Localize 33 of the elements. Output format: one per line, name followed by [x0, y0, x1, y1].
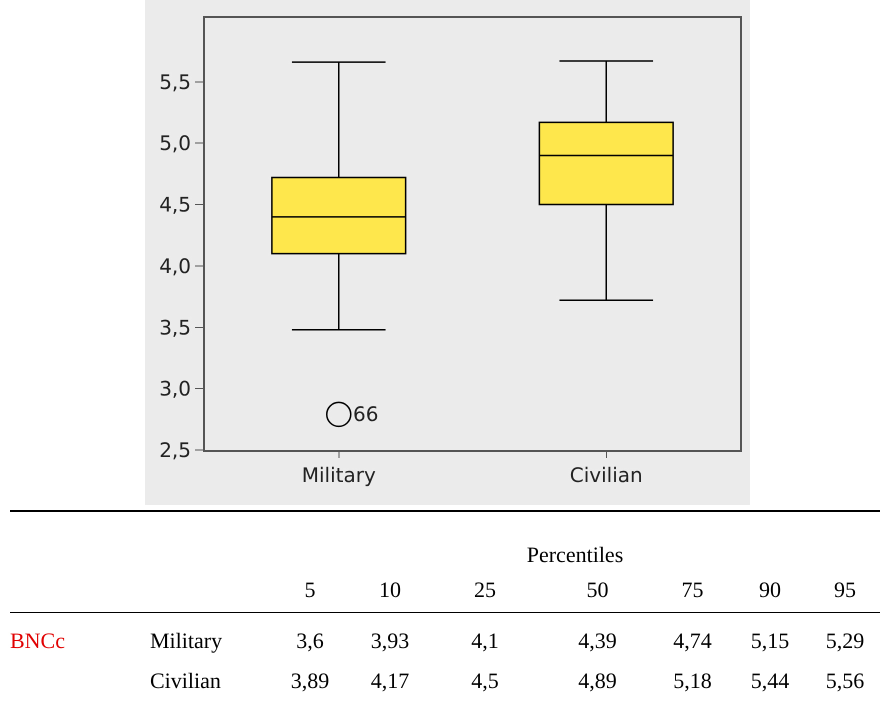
text: Percentiles	[270, 511, 880, 568]
text: 10	[350, 568, 430, 612]
text: 50	[540, 568, 655, 612]
text: 5,44	[730, 661, 810, 701]
text: 5,29	[824, 627, 866, 655]
y-tick-label: 4,0	[159, 254, 191, 278]
y-tick-label: 3,0	[159, 376, 191, 401]
y-tick-label: 4,5	[159, 192, 191, 217]
text: 3,6	[295, 627, 325, 655]
text: 3,89	[270, 661, 350, 701]
text: 5,18	[655, 661, 730, 701]
text: 4,89	[540, 661, 655, 701]
text: 25	[430, 568, 540, 612]
text: 75	[655, 568, 730, 612]
text: Civilian	[150, 661, 270, 701]
y-tick-label: 3,5	[159, 315, 191, 340]
text: 5,15	[750, 627, 790, 655]
text: 4,17	[350, 661, 430, 701]
text: 95	[810, 568, 880, 612]
y-tick-label: 5,0	[159, 131, 191, 156]
text: 4,1	[470, 627, 500, 655]
y-tick-label: 5,5	[159, 70, 191, 94]
text: 3,93	[370, 627, 410, 655]
text: 5	[270, 568, 350, 612]
text: 4,39	[577, 627, 618, 655]
annotation: 66	[353, 402, 378, 426]
text: BNCc	[10, 627, 66, 655]
y-tick-label: 2,5	[159, 438, 191, 462]
text: 90	[730, 568, 810, 612]
text: 4,5	[430, 661, 540, 701]
text: Military	[150, 627, 224, 655]
text: 4,74	[672, 627, 713, 655]
text: 5,56	[810, 661, 880, 701]
